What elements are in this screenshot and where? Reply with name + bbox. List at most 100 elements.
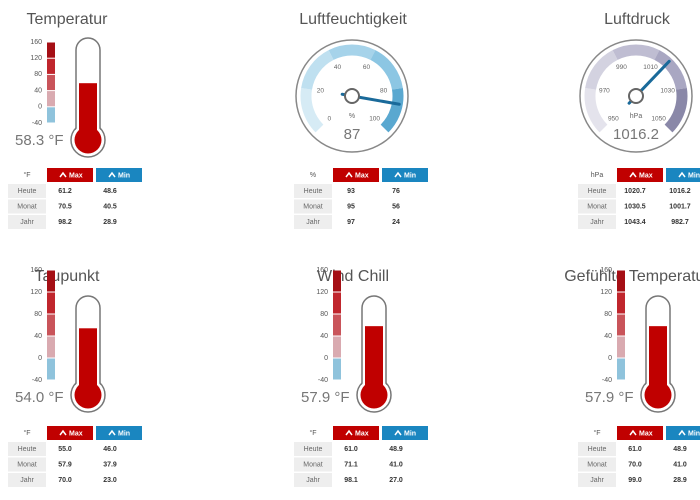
scale-label: -40	[318, 377, 328, 384]
table-value: 982.7	[671, 219, 689, 226]
gauge-band	[301, 50, 334, 90]
table-header-cell	[96, 426, 142, 440]
scale-band	[47, 42, 55, 58]
scale-band	[47, 91, 55, 107]
row-label-cell	[8, 457, 46, 472]
scale-band	[333, 314, 341, 336]
widget-title: Luftdruck	[604, 11, 671, 28]
needle-hub	[628, 88, 644, 104]
table-value: 1030.5	[624, 203, 646, 210]
gauge-band	[664, 87, 688, 133]
scale-label: 160	[316, 267, 328, 274]
table-header: Min	[118, 172, 130, 179]
gauge-band	[328, 44, 376, 61]
table-unit: °F	[23, 171, 30, 179]
table-value: 98.2	[58, 219, 72, 226]
scale-band	[47, 58, 55, 74]
current-value: 58.3 °F	[15, 132, 64, 149]
row-label-cell	[578, 199, 616, 214]
current-value: 57.9 °F	[301, 389, 350, 406]
gauge-tick-label: 0	[328, 115, 332, 122]
row-label: Jahr	[306, 219, 320, 226]
table-value: 76	[392, 188, 400, 195]
row-label-cell	[8, 473, 46, 487]
scale-band	[617, 314, 625, 336]
gauge-tick-label: 100	[369, 115, 380, 122]
table-header-cell	[382, 426, 428, 440]
gauge-unit: %	[349, 113, 355, 120]
row-label: Jahr	[20, 219, 34, 226]
chevron-icon	[59, 171, 67, 178]
scale-label: 120	[600, 289, 612, 296]
gauge-tick-label: 20	[317, 88, 325, 95]
scale-label: -40	[32, 377, 42, 384]
mercury-bulb	[644, 381, 672, 409]
table-value: 61.0	[628, 446, 642, 453]
table-value: 28.9	[673, 477, 687, 484]
scale-band	[47, 107, 55, 123]
mercury-bulb	[360, 381, 388, 409]
table-header: Min	[404, 172, 416, 179]
table-value: 93	[347, 188, 355, 195]
scale-band	[47, 336, 55, 358]
table-unit: hPa	[591, 172, 604, 179]
row-label-cell	[578, 442, 616, 456]
table-header: Max	[69, 430, 83, 437]
table-value: 95	[347, 203, 355, 210]
scale-label: 40	[34, 87, 42, 94]
chevron-icon	[678, 429, 686, 436]
chevron-icon	[394, 429, 402, 436]
row-label-cell	[294, 184, 332, 198]
table-unit: °F	[309, 429, 316, 437]
gauge-tick-label: 80	[380, 88, 388, 95]
needle-hub	[344, 88, 360, 104]
mercury	[79, 328, 97, 395]
row-label-cell	[294, 199, 332, 214]
scale-label: 80	[320, 311, 328, 318]
scale-label: 160	[600, 267, 612, 274]
table-header: Min	[118, 430, 130, 437]
row-label: Heute	[304, 188, 323, 195]
table-header: Min	[404, 430, 416, 437]
table-value: 70.0	[58, 477, 72, 484]
scale-label: 40	[34, 333, 42, 340]
row-label: Jahr	[306, 477, 320, 484]
table-header: Max	[639, 430, 653, 437]
table-value: 97	[347, 219, 355, 226]
table-header-cell	[96, 168, 142, 182]
table-value: 48.9	[673, 446, 687, 453]
table-value: 56	[392, 203, 400, 210]
current-value: 57.9 °F	[585, 389, 634, 406]
widget-title: Temperatur	[27, 11, 109, 28]
chevron-icon	[629, 429, 637, 436]
mercury	[79, 83, 97, 140]
table-value: 37.9	[103, 461, 117, 468]
table-header: Min	[688, 430, 700, 437]
row-label-cell	[294, 457, 332, 472]
widget-title: Taupunkt	[35, 268, 100, 285]
gauge-tick-label: 1030	[660, 88, 675, 95]
row-label-cell	[8, 184, 46, 198]
scale-label: 80	[34, 71, 42, 78]
row-label-cell	[8, 215, 46, 229]
scale-label: 40	[320, 333, 328, 340]
scale-label: 40	[604, 333, 612, 340]
row-label-cell	[578, 473, 616, 487]
scale-band	[333, 292, 341, 314]
table-value: 40.5	[103, 203, 117, 210]
table-value: 1043.4	[624, 219, 646, 226]
row-label: Monat	[17, 203, 37, 210]
gauge-tick-label: 950	[608, 115, 619, 122]
row-label: Heute	[588, 446, 607, 453]
gauge-band	[585, 50, 618, 90]
row-label: Heute	[588, 188, 607, 195]
gauge-band	[654, 50, 687, 90]
table-value: 41.0	[673, 461, 687, 468]
scale-band	[47, 292, 55, 314]
gauge-band	[370, 50, 403, 90]
row-label: Heute	[18, 446, 37, 453]
scale-band	[333, 270, 341, 292]
scale-band	[47, 358, 55, 380]
